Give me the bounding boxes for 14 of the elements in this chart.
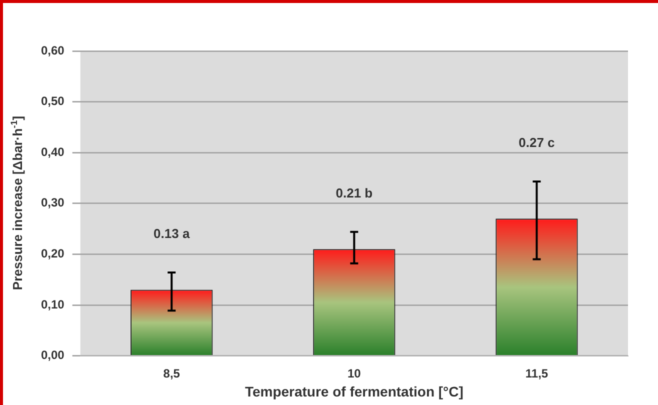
y-tick-label: 0,40 [40, 144, 65, 159]
annotation: 0.13 a [154, 226, 190, 242]
x-tick-label: 8,5 [163, 366, 180, 380]
y-tick-label: 0,10 [40, 297, 65, 312]
x-tick-label: 11,5 [525, 366, 548, 380]
y-tick-label: 0,30 [40, 196, 65, 210]
y-tick-label: 0,00 [40, 348, 65, 362]
x-axis-title: Temperature of fermentation [°C] [244, 383, 464, 400]
y-tick-label: 0,50 [40, 94, 65, 108]
y-tick-label: 0,60 [40, 43, 65, 58]
annotation: 0.27 c [518, 135, 555, 150]
y-tick-label: 0,20 [40, 246, 65, 261]
x-tick-label: 10 [348, 366, 362, 380]
annotation: 0.21 b [336, 185, 373, 200]
